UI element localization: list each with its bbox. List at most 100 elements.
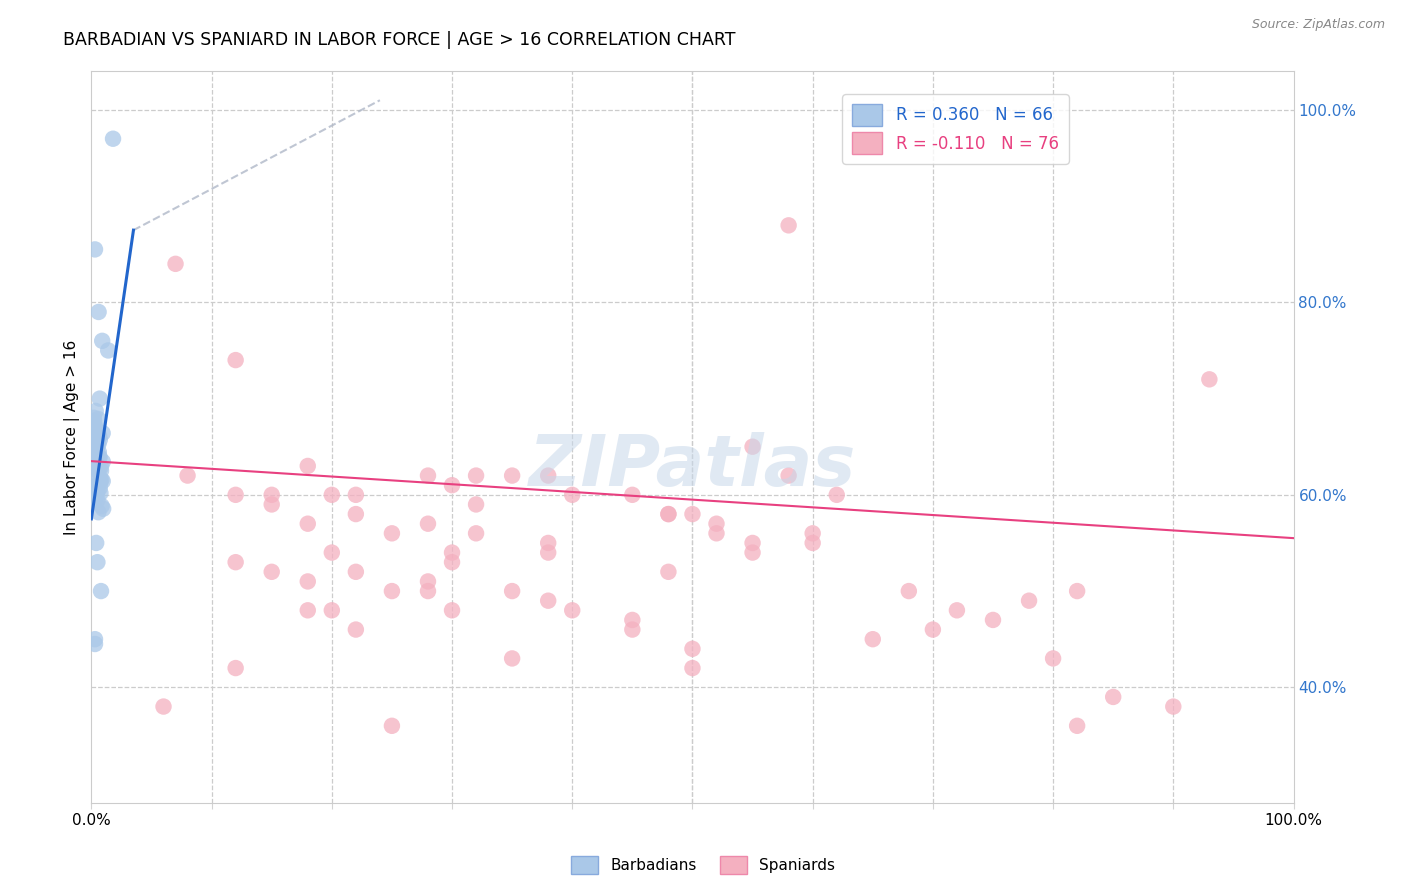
Point [344,565,367,579]
Point [801,526,824,541]
Point [1042,651,1064,665]
Point [1102,690,1125,704]
Point [87,412,110,426]
Point [86,434,108,449]
Point [946,603,969,617]
Point [681,641,703,656]
Point [84,428,107,442]
Point [84,637,107,651]
Point [321,545,343,559]
Point [82,480,104,494]
Point [84,420,107,434]
Point [86,484,108,499]
Point [84,404,107,418]
Point [86,446,108,460]
Point [84,425,107,440]
Point [381,719,404,733]
Point [501,584,523,599]
Point [741,440,763,454]
Point [91,455,114,469]
Point [90,473,112,487]
Point [90,584,112,599]
Point [561,603,583,617]
Point [91,334,114,348]
Point [381,584,404,599]
Point [86,450,108,464]
Point [176,468,198,483]
Point [89,471,111,485]
Point [440,555,463,569]
Point [440,603,463,617]
Point [321,603,343,617]
Point [90,459,112,474]
Point [260,565,283,579]
Point [537,593,560,607]
Point [87,463,110,477]
Point [260,488,283,502]
Point [621,613,644,627]
Point [681,507,703,521]
Point [297,603,319,617]
Point [297,516,319,531]
Point [681,661,703,675]
Text: Source: ZipAtlas.com: Source: ZipAtlas.com [1251,18,1385,31]
Point [465,468,488,483]
Point [87,505,110,519]
Point [83,453,105,467]
Point [87,462,110,476]
Point [344,488,367,502]
Point [621,623,644,637]
Point [416,584,439,599]
Text: BARBADIAN VS SPANIARD IN LABOR FORCE | AGE > 16 CORRELATION CHART: BARBADIAN VS SPANIARD IN LABOR FORCE | A… [63,31,735,49]
Point [416,516,439,531]
Point [87,445,110,459]
Point [82,483,104,498]
Point [225,488,247,502]
Point [84,243,107,257]
Point [89,481,111,495]
Point [981,613,1004,627]
Point [585,805,607,820]
Point [440,545,463,559]
Point [225,353,247,368]
Point [501,651,523,665]
Point [416,574,439,589]
Point [1066,719,1088,733]
Point [86,555,108,569]
Point [83,418,105,433]
Legend: R = 0.360   N = 66, R = -0.110   N = 76: R = 0.360 N = 66, R = -0.110 N = 76 [842,95,1069,164]
Point [561,488,583,502]
Point [89,486,111,500]
Point [89,429,111,443]
Point [83,410,105,425]
Point [825,488,848,502]
Point [86,487,108,501]
Point [537,468,560,483]
Legend: Barbadians, Spaniards: Barbadians, Spaniards [565,850,841,880]
Point [741,545,763,559]
Point [1198,372,1220,386]
Point [344,507,367,521]
Point [84,429,107,443]
Point [706,526,728,541]
Point [897,584,920,599]
Point [778,219,800,233]
Point [84,461,107,475]
Point [86,439,108,453]
Point [86,442,108,457]
Point [89,433,111,447]
Point [321,488,343,502]
Point [89,475,111,489]
Point [465,526,488,541]
Point [101,132,124,146]
Point [862,632,884,647]
Point [84,483,107,497]
Point [83,428,105,442]
Point [152,699,174,714]
Point [90,464,112,478]
Point [657,507,679,521]
Point [83,450,105,464]
Point [1066,584,1088,599]
Point [82,472,104,486]
Point [89,450,111,465]
